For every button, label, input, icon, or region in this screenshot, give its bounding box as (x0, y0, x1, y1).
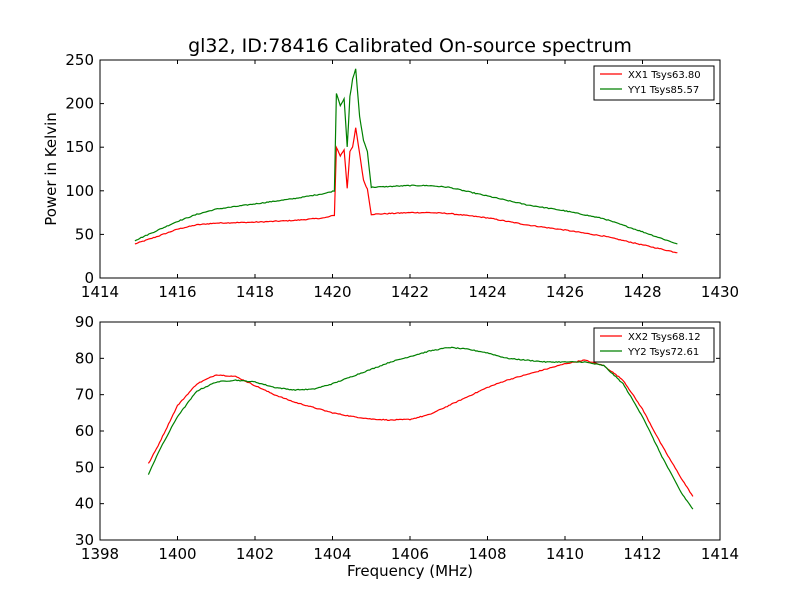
y-tick-label: 70 (75, 386, 94, 404)
y-tick-label: 150 (65, 138, 94, 156)
x-tick-label: 1406 (391, 545, 429, 563)
x-tick-label: 1422 (391, 283, 429, 301)
y-tick-label: 50 (75, 458, 94, 476)
x-tick-label: 1404 (313, 545, 351, 563)
y-tick-label: 30 (75, 531, 94, 549)
y-tick-label: 250 (65, 51, 94, 69)
x-tick-label: 1414 (81, 283, 119, 301)
x-tick-label: 1400 (158, 545, 196, 563)
y-tick-label: 60 (75, 422, 94, 440)
y-tick-label: 40 (75, 495, 94, 513)
y-tick-label: 100 (65, 182, 94, 200)
x-tick-label: 1408 (468, 545, 506, 563)
chart-title: gl32, ID:78416 Calibrated On-source spec… (188, 35, 632, 57)
x-tick-label: 1428 (623, 283, 661, 301)
x-tick-label: 1412 (623, 545, 661, 563)
y-tick-label: 200 (65, 95, 94, 113)
x-tick-label: 1414 (701, 545, 739, 563)
subplot-1: 1414 1416 1418 1420 1422 1424 1426 1428 1430 0 50 1… (42, 35, 739, 301)
legend: XX2 Tsys68.12 YY2 Tsys72.61 (593, 327, 715, 363)
y-tick-label: 90 (75, 313, 94, 331)
y-tick-label: 80 (75, 349, 94, 367)
legend: XX1 Tsys63.80 YY1 Tsys85.57 (593, 65, 715, 101)
subplot-2: 1398 1400 1402 1404 1406 1408 1410 1412 1414 30 40… (75, 313, 739, 580)
y-axis-label: Power in Kelvin (42, 112, 60, 226)
series-line-2 (134, 68, 678, 245)
x-tick-label: 1420 (313, 283, 351, 301)
legend-label-1: XX2 Tsys68.12 (628, 332, 701, 343)
legend-label-2: YY1 Tsys85.57 (627, 85, 699, 96)
legend-label-2: YY2 Tsys72.61 (627, 347, 699, 358)
series-line-1 (134, 127, 678, 254)
legend-label-1: XX1 Tsys63.80 (628, 70, 701, 81)
x-tick-label: 1426 (546, 283, 584, 301)
x-tick-label: 1402 (236, 545, 274, 563)
x-tick-label: 1416 (158, 283, 196, 301)
x-tick-label: 1418 (236, 283, 274, 301)
legend-box (593, 65, 715, 101)
x-axis-label: Frequency (MHz) (347, 562, 473, 580)
series-line-2 (147, 346, 694, 510)
x-tick-label: 1410 (546, 545, 584, 563)
legend-box (593, 327, 715, 363)
x-tick-label: 1430 (701, 283, 739, 301)
y-tick-label: 0 (84, 269, 94, 287)
y-tick-label: 50 (75, 225, 94, 243)
x-tick-label: 1424 (468, 283, 506, 301)
x-tick-label: 1398 (81, 545, 119, 563)
